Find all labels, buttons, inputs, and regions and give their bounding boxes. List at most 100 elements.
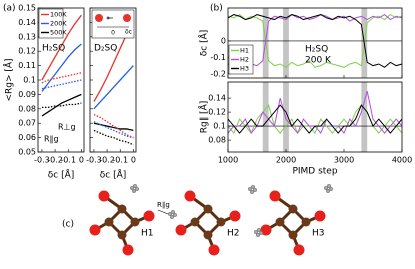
series-line [227,13,403,68]
annotation: R⊥g [58,123,76,132]
y-tick-label: 0 [221,36,226,45]
carbon-atom [275,217,285,227]
y-tick-label: 0.08 [18,104,36,113]
axes-frame [227,7,403,79]
x-tick-label: 4000 [392,156,412,165]
annotation: 200 K [305,56,332,66]
carbon-atom [288,230,298,240]
series-line [93,65,134,110]
legend-label: H1 [240,47,249,55]
y-axis-label: δc [Å] [198,30,210,57]
diagram-label: H1 [141,229,154,239]
proton-cluster [257,227,262,232]
series-line [41,93,82,117]
proton-cluster [259,230,264,235]
panel-label: (c) [62,220,74,230]
x-tick-label: -0.3 [34,156,50,165]
proton-cluster [250,184,255,189]
x-tick-label: -0.1 [112,156,128,165]
oxygen-atom [260,224,272,236]
carbon-atom [203,204,213,214]
arrow [157,209,169,215]
highlight-band [361,82,368,152]
proton-cluster [134,186,139,191]
y-tick-label: 0.07 [18,119,36,128]
oxygen-atom [293,244,305,256]
oxygen-atom [122,244,134,256]
oxygen-atom [208,244,220,256]
plot-title: D₂SQ [94,44,117,54]
proton-cluster [326,188,331,193]
x-tick-label: -0.3 [86,156,102,165]
carbon-atom [216,217,226,227]
oxygen-atom [184,190,196,202]
y-tick-label: -0.2 [210,69,226,78]
series-line [41,79,82,90]
series-line [41,102,82,109]
legend-label: H3 [240,65,249,73]
series-line [41,14,82,81]
proton-cluster [324,185,329,190]
proton-cluster [249,189,254,194]
carbon-atom [117,230,127,240]
y-tick-label: 0.09 [18,90,36,99]
highlight-band [283,82,289,152]
y-tick-label: 0.11 [18,61,36,70]
panel-label: (b) [210,4,223,14]
carbon-atom [104,217,114,227]
plot-title: H₂SQ [42,44,65,54]
oxygen-atom [98,190,110,202]
inset-label: δc [125,29,132,36]
diagram-annotation: R∥g [157,201,170,209]
annotation: H₂SQ [305,45,328,55]
oxygen-atom [175,224,187,236]
highlight-band [283,8,289,78]
x-axis-label: δc [Å] [48,169,75,181]
carbon-atom [117,204,127,214]
x-tick-label: 2000 [276,156,296,165]
carbon-atom [203,230,213,240]
x-tick-label: 3000 [334,156,354,165]
y-tick-label: 0.15 [18,4,36,13]
oxygen-atom [269,190,281,202]
series-line [93,113,134,139]
x-tick-label: 0 [131,156,136,165]
series-line [227,13,403,68]
oxygen-atom [143,210,155,222]
y-tick-label: 0.05 [18,148,36,157]
proton-cluster [167,211,172,216]
y-axis-label: <Rg> [Å] [3,58,15,101]
highlight-band [262,82,269,152]
legend-label: 500K [50,29,67,37]
proton-cluster [327,183,332,188]
y-tick-label: -0.1 [210,53,226,62]
series-line [93,129,134,146]
proton-cluster [253,229,258,234]
inset-label: 0 [111,30,115,37]
series-line [227,14,403,68]
y-axis-label: Rg∥ [Å] [198,101,210,134]
legend-label: H2 [240,56,249,64]
proton-cluster [131,188,136,193]
x-axis-label: δc [Å] [100,169,127,181]
x-axis-label: PIMD step [292,167,337,177]
y-tick-label: 0.12 [208,108,226,117]
y-tick-label: 0.06 [18,133,36,142]
x-tick-label: 1000 [218,156,238,165]
y-tick-label: 0.14 [18,18,36,27]
oxygen-atom [314,210,326,222]
series-line [227,104,403,134]
proton-cluster [256,232,261,237]
axes-frame [227,81,403,153]
carbon-atom [190,217,200,227]
legend-label: 200K [50,20,67,28]
carbon-atom [301,217,311,227]
proton-cluster [169,214,174,219]
proton-cluster [172,212,177,217]
diagram-label: H2 [227,229,240,239]
proton-cluster [247,186,252,191]
x-tick-label: -0.2 [99,156,115,165]
y-tick-label: 0.1 [213,122,226,131]
series-line [41,72,82,84]
